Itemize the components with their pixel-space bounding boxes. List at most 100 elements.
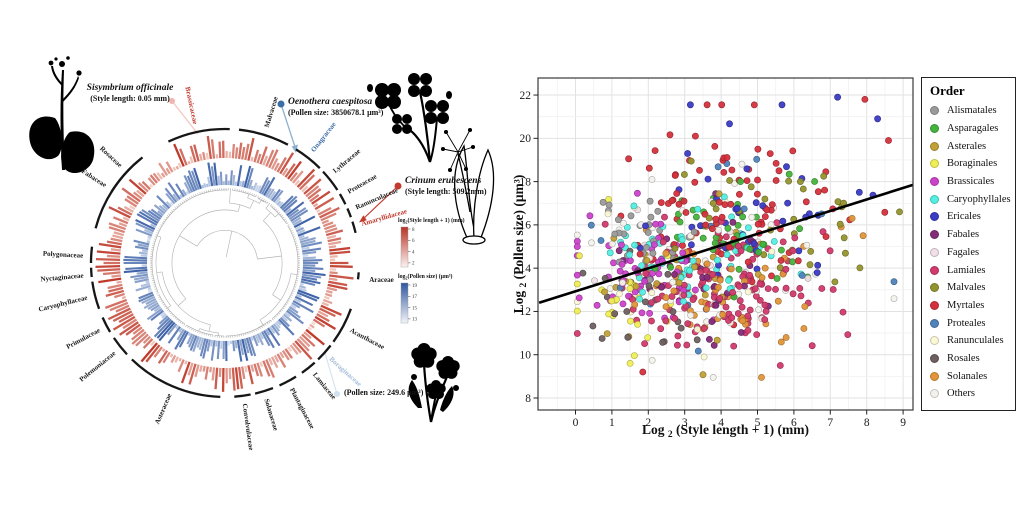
data-point — [740, 205, 748, 213]
data-point — [746, 306, 754, 314]
style-length-bar — [126, 195, 139, 205]
pollen-size-bar — [232, 174, 236, 186]
pollen-size-bar — [245, 167, 254, 189]
species-name: Crinum erubescens — [405, 176, 482, 186]
data-point — [647, 213, 655, 221]
data-point — [774, 297, 782, 305]
style-length-bar — [329, 246, 351, 252]
family-label: Polemoniaceae — [78, 349, 117, 383]
pollen-size-bar — [298, 234, 305, 239]
data-point — [759, 202, 767, 210]
legend-label: Brassicales — [947, 176, 995, 188]
style-length-bar — [142, 335, 152, 344]
data-point — [753, 155, 761, 163]
y-tick-label: 18 — [520, 176, 532, 188]
pollen-size-bar — [174, 330, 187, 350]
style-length-bar — [97, 268, 121, 272]
pollen-size-bar — [172, 193, 180, 202]
style-length-bar — [256, 153, 262, 164]
pollen-size-bar — [254, 334, 261, 344]
x-tick-label: 3 — [682, 417, 688, 429]
data-point — [627, 212, 635, 220]
family-arc — [322, 170, 339, 191]
data-point — [737, 178, 744, 185]
x-tick-label: 4 — [718, 417, 724, 429]
data-point — [715, 190, 723, 198]
style-length-bar — [329, 271, 338, 275]
pollen-size-bar — [263, 330, 275, 349]
data-point — [636, 295, 644, 303]
data-point — [679, 249, 687, 257]
family-label: Ranunculaceae — [354, 186, 399, 211]
data-point — [709, 373, 717, 381]
family-label: Plantaginaceae — [288, 387, 316, 431]
data-point — [709, 271, 716, 278]
pollen-size-bar — [274, 321, 281, 329]
data-point — [573, 280, 581, 288]
species-annotation-boraginaceae: (Pollen size: 249.6 μm³) — [344, 388, 474, 398]
data-point — [776, 264, 784, 272]
data-point — [690, 228, 698, 236]
pollen-size-bar — [215, 340, 218, 347]
data-point — [606, 285, 614, 292]
data-point — [779, 238, 787, 246]
pollen-size-bar — [286, 309, 304, 325]
family-arc — [332, 308, 352, 343]
data-point — [619, 279, 626, 287]
style-length-bar — [237, 366, 244, 389]
pollen-size-bar — [296, 229, 306, 235]
data-point — [753, 190, 761, 198]
data-point — [650, 241, 658, 248]
data-point — [689, 296, 697, 303]
data-point — [728, 314, 736, 322]
style-length-bar — [327, 283, 348, 291]
legend-item-ericales: Ericales — [930, 208, 1012, 226]
data-point — [739, 317, 746, 325]
data-point — [727, 200, 735, 208]
family-label: Fabaceae — [80, 167, 108, 189]
pollen-size-bar — [147, 287, 152, 291]
pollen-size-bar — [248, 336, 257, 357]
style-length-bar — [301, 185, 309, 193]
pollen-size-bar — [158, 321, 176, 342]
data-point — [691, 178, 699, 186]
sisymbrium-dot — [169, 98, 175, 104]
data-point — [648, 176, 656, 183]
color-legend-tick: 4 — [412, 250, 415, 255]
family-arc — [94, 158, 142, 229]
pollen-size-bar — [299, 284, 307, 289]
data-point — [702, 221, 710, 229]
data-point — [718, 213, 726, 221]
style-length-bar — [157, 349, 169, 364]
data-point — [738, 160, 746, 168]
data-point — [696, 166, 703, 174]
data-point — [639, 368, 647, 376]
style-length-bar — [262, 155, 269, 166]
style-length-bar — [279, 152, 295, 175]
style-length-bar — [140, 342, 158, 363]
data-point — [758, 373, 765, 381]
pollen-size-bar — [302, 268, 316, 273]
data-point — [761, 213, 769, 220]
legend-label: Lamiales — [947, 264, 986, 276]
pollen-size-bar — [290, 304, 297, 310]
data-point — [576, 252, 583, 260]
style-length-bar — [132, 326, 143, 335]
style-length-bar — [202, 151, 206, 161]
oenothera-leader-line — [280, 103, 297, 151]
family-arc — [112, 337, 128, 356]
legend-dot — [930, 141, 939, 151]
pollen-size-bar — [135, 218, 156, 231]
style-length-bar — [324, 292, 333, 298]
family-label: Malvaceae — [263, 96, 280, 129]
data-point — [664, 270, 672, 278]
data-point — [662, 249, 670, 257]
x-tick-label: 1 — [609, 417, 615, 429]
style-length-bar — [206, 135, 213, 160]
pollen-size-bar — [158, 204, 167, 213]
data-point — [744, 258, 752, 266]
data-point — [631, 241, 638, 249]
style-length-bar — [205, 152, 209, 160]
data-point — [744, 326, 752, 334]
data-point — [890, 295, 898, 302]
